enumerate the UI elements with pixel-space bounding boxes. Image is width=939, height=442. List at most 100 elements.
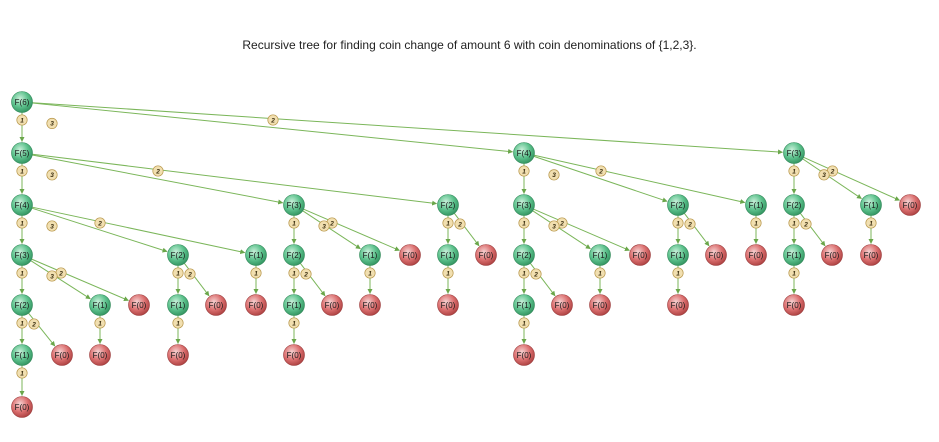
coin-icon bbox=[46, 220, 58, 232]
base-case-circle bbox=[11, 396, 33, 418]
tree-edge bbox=[31, 258, 129, 302]
coin-label: 1 bbox=[792, 168, 796, 175]
tree-edge bbox=[28, 312, 56, 347]
tree-edge bbox=[32, 102, 784, 155]
base-case-circle bbox=[629, 244, 651, 266]
node-label: F(0) bbox=[633, 251, 648, 260]
tree-node-base: F(0) bbox=[705, 244, 727, 266]
coin-label: 3 bbox=[50, 223, 54, 230]
base-case-circle bbox=[705, 244, 727, 266]
tree-node: F(1) bbox=[359, 244, 381, 266]
coin-icon bbox=[442, 217, 454, 229]
tree-node-base: F(0) bbox=[437, 294, 459, 316]
coin-label: 1 bbox=[254, 270, 258, 277]
tree-node-base: F(0) bbox=[860, 244, 882, 266]
base-case-circle bbox=[51, 344, 73, 366]
node-label: F(1) bbox=[15, 351, 30, 360]
node-label: F(1) bbox=[249, 251, 264, 260]
tree-edge bbox=[529, 263, 556, 297]
node-circle bbox=[283, 194, 305, 216]
coin-badge: 1 bbox=[250, 267, 262, 279]
coin-badge: 1 bbox=[16, 114, 28, 126]
node-label: F(0) bbox=[403, 251, 418, 260]
tree-node: F(2) bbox=[11, 294, 33, 316]
coin-label: 1 bbox=[98, 320, 102, 327]
tree-node: F(1) bbox=[283, 294, 305, 316]
node-circle bbox=[167, 294, 189, 316]
coin-badge: 1 bbox=[16, 217, 28, 229]
coin-icon bbox=[530, 268, 542, 280]
coin-label: 1 bbox=[792, 220, 796, 227]
coin-icon bbox=[16, 114, 28, 126]
node-label: F(1) bbox=[517, 301, 532, 310]
coin-label: 1 bbox=[676, 270, 680, 277]
base-case-circle bbox=[89, 344, 111, 366]
node-label: F(3) bbox=[787, 149, 802, 158]
coins-layer: 1111112213211231211122133112211112213211… bbox=[16, 114, 877, 379]
coin-icon bbox=[364, 267, 376, 279]
coin-badge: 1 bbox=[288, 267, 300, 279]
tree-edge bbox=[802, 158, 862, 199]
coin-icon bbox=[28, 318, 40, 330]
node-label: F(0) bbox=[55, 351, 70, 360]
coin-label: 1 bbox=[792, 270, 796, 277]
node-label: F(6) bbox=[15, 98, 30, 107]
node-circle bbox=[513, 244, 535, 266]
coin-label: 3 bbox=[822, 172, 826, 179]
coin-label: 1 bbox=[20, 117, 24, 124]
coin-badge: 1 bbox=[672, 217, 684, 229]
node-label: F(0) bbox=[93, 351, 108, 360]
tree-node-base: F(0) bbox=[245, 294, 267, 316]
coin-label: 2 bbox=[155, 168, 160, 175]
node-circle bbox=[11, 344, 33, 366]
coin-label: 2 bbox=[598, 168, 603, 175]
tree-node-base: F(0) bbox=[551, 294, 573, 316]
tree-node: F(4) bbox=[513, 142, 535, 164]
tree-edge bbox=[32, 102, 514, 154]
node-label: F(2) bbox=[671, 201, 686, 210]
coin-badge: 1 bbox=[750, 217, 762, 229]
tree-edge bbox=[299, 263, 326, 297]
tree-edge bbox=[453, 213, 480, 247]
coin-icon bbox=[318, 220, 330, 232]
node-label: F(0) bbox=[363, 301, 378, 310]
coin-icon bbox=[94, 317, 106, 329]
node-circle bbox=[11, 244, 33, 266]
tree-node: F(1) bbox=[783, 244, 805, 266]
node-label: F(0) bbox=[171, 351, 186, 360]
coin-badge: 3 bbox=[548, 220, 560, 232]
tree-edge bbox=[31, 207, 168, 253]
node-label: F(0) bbox=[787, 301, 802, 310]
coin-badge: 2 bbox=[530, 268, 542, 280]
coin-label: 1 bbox=[446, 270, 450, 277]
node-label: F(3) bbox=[15, 251, 30, 260]
coin-badge: 2 bbox=[300, 268, 312, 280]
tree-node: F(3) bbox=[11, 244, 33, 266]
coin-icon bbox=[454, 218, 466, 230]
tree-node-base: F(0) bbox=[283, 344, 305, 366]
node-label: F(5) bbox=[15, 149, 30, 158]
nodes-layer: F(6) F(5) F(4) F(3) F(2) F(1) F(0) F(0) F(1) F(0)… bbox=[11, 91, 921, 418]
coin-label: 2 bbox=[803, 221, 808, 228]
node-label: F(2) bbox=[441, 201, 456, 210]
coin-label: 1 bbox=[522, 270, 526, 277]
tree-edge bbox=[303, 208, 400, 251]
node-circle bbox=[437, 244, 459, 266]
base-case-circle bbox=[745, 244, 767, 266]
coin-badge: 1 bbox=[16, 165, 28, 177]
node-circle bbox=[667, 194, 689, 216]
coin-badge: 1 bbox=[672, 267, 684, 279]
tree-edge bbox=[532, 210, 591, 250]
tree-edge bbox=[803, 156, 900, 201]
coin-icon bbox=[16, 165, 28, 177]
base-case-circle bbox=[245, 294, 267, 316]
node-label: F(1) bbox=[441, 251, 456, 260]
tree-node-base: F(0) bbox=[51, 344, 73, 366]
coin-icon bbox=[684, 218, 696, 230]
coin-label: 1 bbox=[20, 270, 24, 277]
tree-node-base: F(0) bbox=[589, 294, 611, 316]
tree-node: F(2) bbox=[283, 244, 305, 266]
node-label: F(2) bbox=[787, 201, 802, 210]
coin-icon bbox=[152, 165, 164, 177]
node-label: F(2) bbox=[517, 251, 532, 260]
